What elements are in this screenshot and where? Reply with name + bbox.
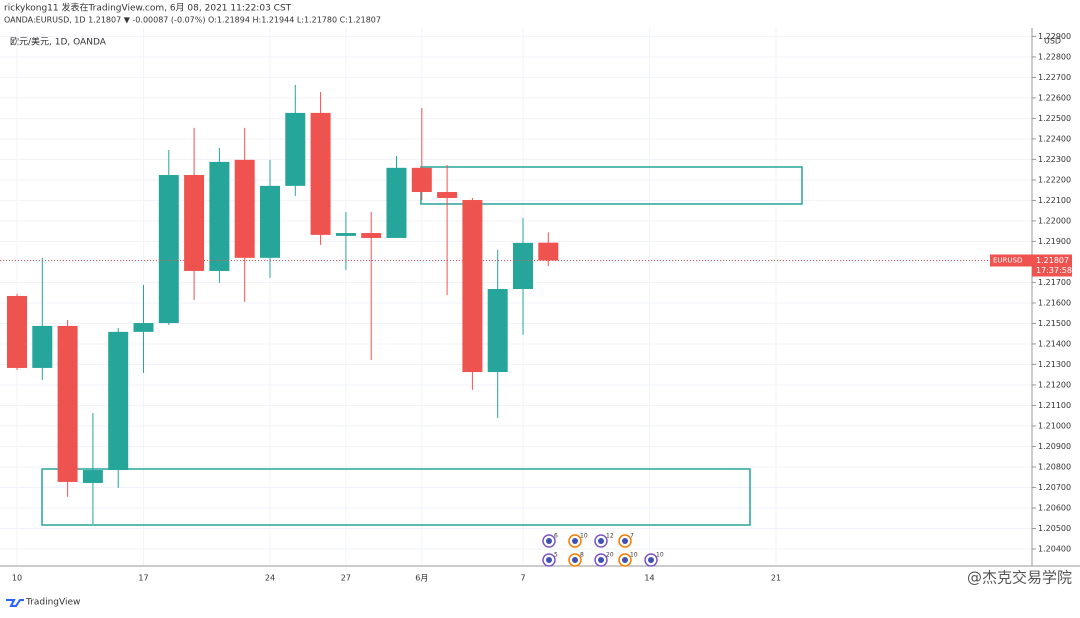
footer-logo: TradingView: [25, 598, 80, 608]
candle-body: [487, 289, 508, 373]
candle-body: [260, 185, 280, 258]
y-tick-label: 1.21200: [1038, 380, 1071, 389]
y-tick-label: 1.21400: [1038, 339, 1071, 348]
y-tick-label: 1.22800: [1038, 52, 1071, 61]
footer: [0, 590, 1080, 614]
legend: 欧元/美元, 1D, OANDA: [10, 36, 107, 48]
x-tick-label: 10: [12, 574, 22, 583]
y-tick-label: 1.22700: [1038, 73, 1071, 82]
event-icon-inner: [622, 538, 628, 544]
candle-body: [285, 112, 306, 186]
y-tick-label: 1.21900: [1038, 237, 1071, 246]
y-tick-label: 1.21600: [1038, 298, 1071, 307]
price-tag-value: 1.21807: [1036, 256, 1069, 265]
x-tick-label: 7: [520, 574, 525, 583]
zone-box: [41, 468, 751, 526]
event-count: 7: [630, 533, 634, 540]
y-tick-label: 1.21300: [1038, 360, 1071, 369]
event-count: 12: [606, 533, 614, 540]
y-tick-label: 1.22000: [1038, 216, 1071, 225]
header-line1: rickykong11 发表在TradingView.com, 6月 08, 2…: [4, 2, 292, 14]
x-tick-label: 24: [265, 574, 275, 583]
candle-body: [82, 470, 103, 483]
event-icon-inner: [622, 557, 628, 563]
header-line2: OANDA:EURUSD, 1D 1.21807 ▼ -0.00087 (-0.…: [4, 16, 381, 25]
y-tick-label: 1.21000: [1038, 421, 1071, 430]
y-tick-label: 1.22400: [1038, 134, 1071, 143]
event-icon-inner: [546, 538, 552, 544]
event-icon-inner: [598, 538, 604, 544]
event-count: 10: [630, 552, 638, 559]
logo-icon: [6, 599, 24, 607]
y-tick-label: 1.22600: [1038, 93, 1071, 102]
candle-body: [437, 192, 458, 198]
price-tag-symbol: EURUSD: [993, 257, 1022, 265]
y-tick-label: 1.22900: [1038, 32, 1071, 41]
x-tick-label: 27: [341, 574, 351, 583]
y-tick-label: 1.22300: [1038, 155, 1071, 164]
x-tick-label: 14: [644, 574, 654, 583]
event-icon-inner: [572, 557, 578, 563]
event-count: 10: [656, 552, 664, 559]
candle-body: [7, 295, 27, 368]
y-tick-label: 1.20900: [1038, 442, 1071, 451]
y-tick-label: 1.21100: [1038, 401, 1071, 410]
candle-body: [310, 112, 331, 235]
candle-body: [158, 175, 179, 324]
candle-body: [513, 242, 533, 290]
candle-body: [386, 167, 407, 238]
event-icon-inner: [546, 557, 552, 563]
y-tick-label: 1.20500: [1038, 524, 1071, 533]
y-tick-label: 1.22200: [1038, 175, 1071, 184]
candle-body: [133, 323, 154, 332]
candle-body: [32, 325, 53, 368]
candle-body: [335, 233, 356, 236]
y-tick-label: 1.22100: [1038, 196, 1071, 205]
event-count: 20: [606, 552, 614, 559]
event-icon-inner: [572, 538, 578, 544]
y-tick-label: 1.20600: [1038, 503, 1071, 512]
candle-body: [538, 242, 559, 261]
y-tick-label: 1.22500: [1038, 114, 1071, 123]
price-tag-bg: [1032, 254, 1072, 277]
candle-body: [462, 200, 483, 373]
event-icon-inner: [598, 557, 604, 563]
y-tick-label: 1.21700: [1038, 278, 1071, 287]
y-axis-unit: USD: [1044, 37, 1061, 46]
x-tick-label: 6月: [415, 574, 428, 583]
candle-body: [209, 161, 230, 271]
event-count: 8: [580, 552, 584, 559]
candle-body: [234, 159, 255, 258]
event-count: 10: [580, 533, 588, 540]
y-tick-label: 1.21500: [1038, 319, 1071, 328]
y-tick-label: 1.20700: [1038, 483, 1071, 492]
event-count: 6: [554, 533, 558, 540]
y-tick-label: 1.20800: [1038, 462, 1071, 471]
watermark: @杰克交易学院: [967, 569, 1072, 587]
y-tick-label: 1.20400: [1038, 544, 1071, 553]
price-tag-bg: [990, 254, 1032, 267]
candle-body: [184, 175, 205, 271]
candle-body: [361, 233, 382, 238]
price-tag-time: 17:37:58: [1036, 266, 1072, 275]
candle-body: [108, 331, 129, 471]
candle-body: [411, 167, 432, 193]
candle-body: [57, 325, 78, 482]
event-count: 5: [554, 552, 558, 559]
x-tick-label: 21: [771, 574, 781, 583]
unit-bg: [1040, 34, 1066, 47]
event-icon-inner: [648, 557, 654, 563]
x-tick-label: 17: [138, 574, 148, 583]
